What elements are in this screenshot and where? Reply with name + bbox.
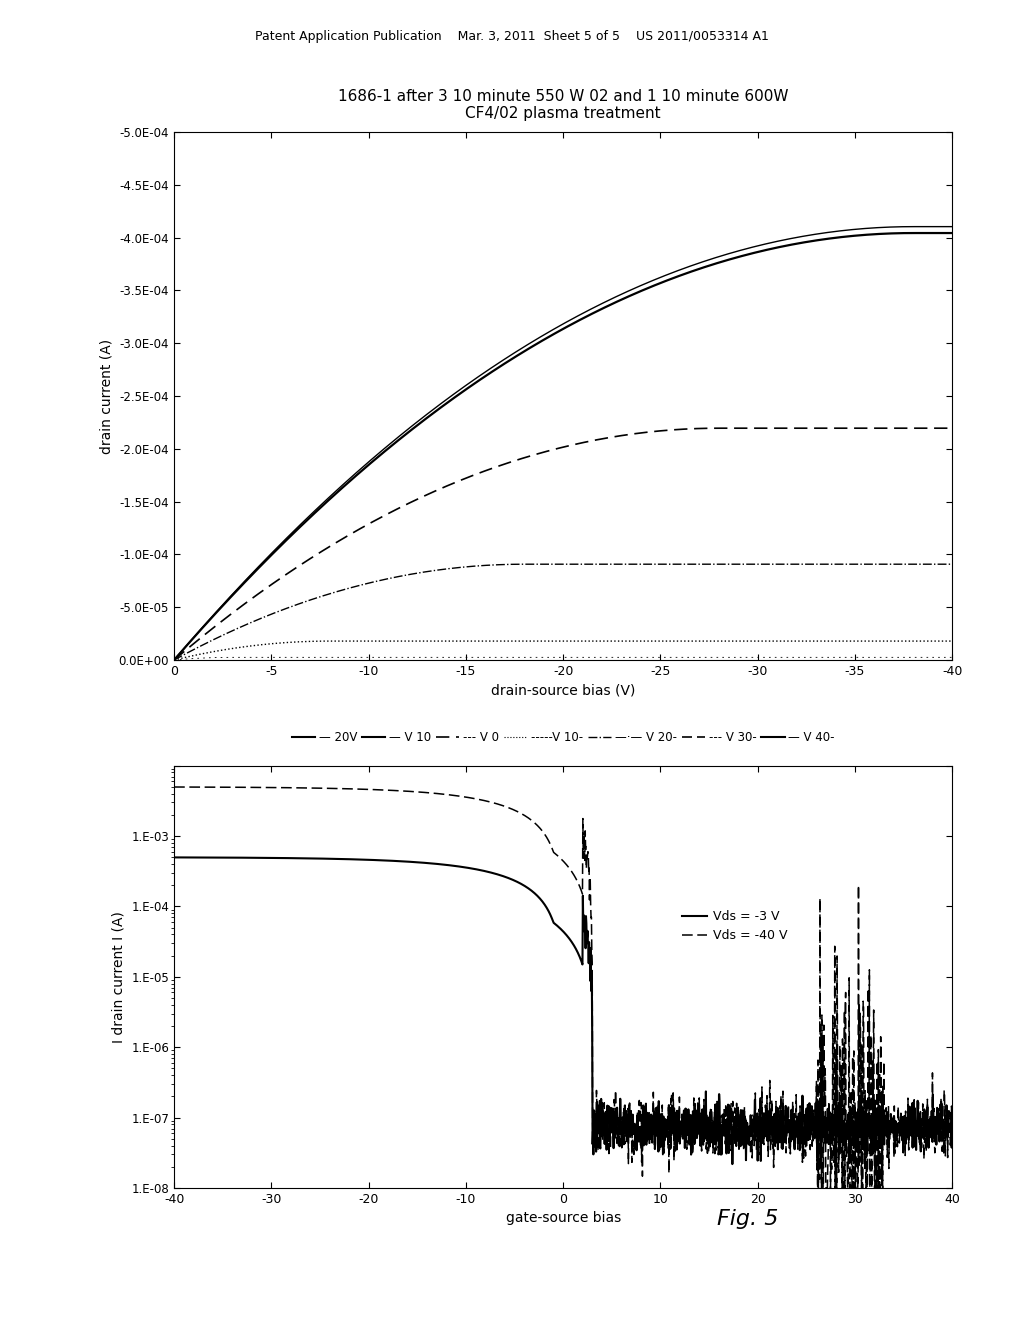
Vds = -40 V	[780, 1104, 793, 1119]
Vds = -3 V	[726, 1156, 738, 1172]
Text: Fig. 5: Fig. 5	[717, 1209, 778, 1229]
Vds = -40 V	[547, 842, 559, 858]
Vds = -3 V	[946, 1121, 958, 1137]
Legend: Vds = -3 V, Vds = -40 V: Vds = -3 V, Vds = -40 V	[677, 906, 793, 948]
Vds = -3 V	[924, 1127, 936, 1143]
Vds = -40 V	[168, 779, 180, 795]
Vds = -40 V	[525, 813, 538, 829]
Vds = -3 V	[924, 1127, 936, 1143]
Vds = -3 V	[168, 850, 180, 866]
Title: 1686-1 after 3 10 minute 550 W 02 and 1 10 minute 600W
CF4/02 plasma treatment: 1686-1 after 3 10 minute 550 W 02 and 1 …	[338, 88, 788, 121]
Vds = -3 V	[781, 1101, 794, 1117]
X-axis label: drain-source bias (V): drain-source bias (V)	[492, 684, 635, 697]
Vds = -40 V	[208, 779, 220, 795]
Legend: — 20V, — V 10, --- V 0, -----V 10-, —·— V 20-, --- V 30-, — V 40-: — 20V, — V 10, --- V 0, -----V 10-, —·— …	[287, 727, 840, 750]
X-axis label: gate-source bias: gate-source bias	[506, 1212, 621, 1225]
Vds = -40 V	[924, 1130, 936, 1146]
Vds = -3 V	[547, 912, 559, 928]
Vds = -3 V	[525, 883, 538, 899]
Vds = -40 V	[811, 1180, 823, 1196]
Vds = -3 V	[208, 850, 220, 866]
Vds = -40 V	[924, 1107, 936, 1123]
Line: Vds = -3 V: Vds = -3 V	[174, 858, 952, 1164]
Y-axis label: drain current (A): drain current (A)	[99, 338, 114, 454]
Line: Vds = -40 V: Vds = -40 V	[174, 787, 952, 1188]
Vds = -40 V	[946, 1111, 958, 1127]
Y-axis label: I drain current I (A): I drain current I (A)	[112, 911, 126, 1043]
Text: Patent Application Publication    Mar. 3, 2011  Sheet 5 of 5    US 2011/0053314 : Patent Application Publication Mar. 3, 2…	[255, 30, 769, 44]
